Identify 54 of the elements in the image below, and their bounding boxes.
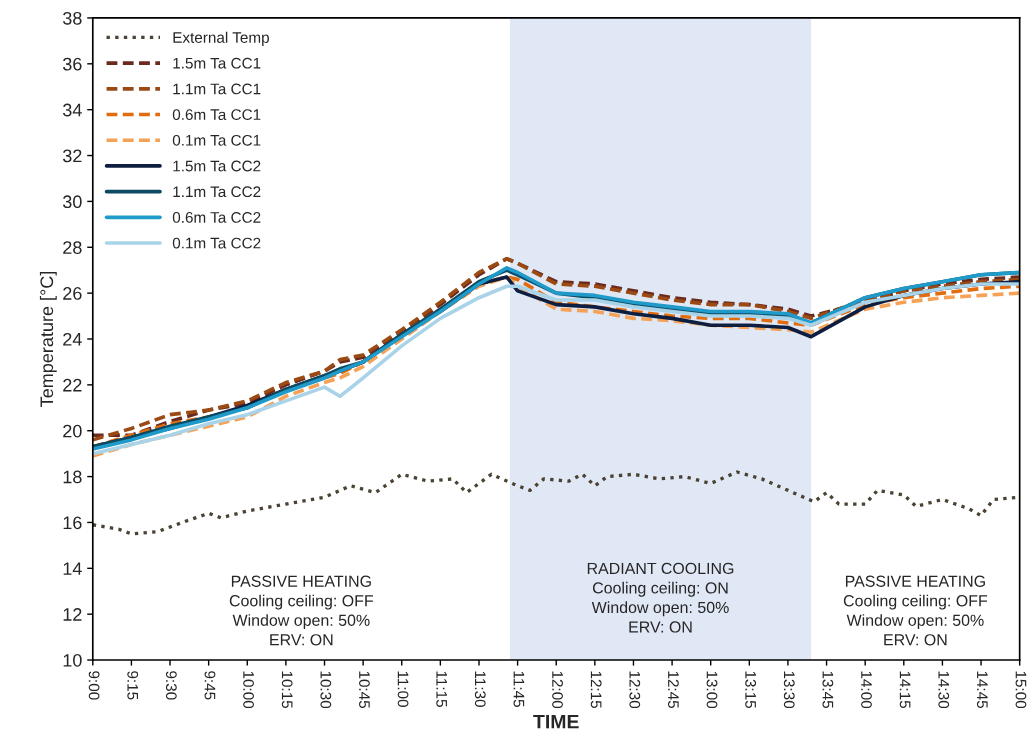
x-tick-label: 11:15 <box>436 671 447 707</box>
x-tick-label: 13:45 <box>822 671 834 709</box>
legend-label: 1.1m Ta CC1 <box>173 83 261 95</box>
x-tick-label: 15:00 <box>1015 671 1027 709</box>
annotation: RADIANT COOLING Cooling ceiling: ON Window open: 50% ERV: ON <box>587 562 734 633</box>
y-tick-label: 26 <box>63 287 82 300</box>
legend-label: 1.5m Ta CC1 <box>173 57 261 69</box>
y-tick-label: 12 <box>63 608 82 621</box>
y-tick-label: 18 <box>63 470 82 484</box>
y-tick-label: 32 <box>62 149 82 163</box>
y-tick-label: 10 <box>63 653 82 667</box>
x-tick-label: 9:45 <box>204 671 216 700</box>
annotation: PASSIVE HEATING Cooling ceiling: OFF Window open: 50% ERV: ON <box>843 575 988 646</box>
x-tick-label: 14:45 <box>976 671 988 709</box>
legend-label: 0.1m Ta CC2 <box>172 237 261 249</box>
y-tick-label: 30 <box>62 195 82 209</box>
x-tick-label: 11:30 <box>474 671 486 707</box>
y-axis-title: Temperature [°C] <box>39 271 57 407</box>
y-tick-label: 28 <box>63 241 82 254</box>
x-tick-label: 13:30 <box>783 671 795 709</box>
legend-label: 1.5m Ta CC2 <box>173 160 261 172</box>
legend-label: 0.1m Ta CC1 <box>172 134 261 146</box>
x-tick-label: 10:45 <box>359 671 370 709</box>
y-tick-label: 22 <box>63 378 82 392</box>
x-axis-title: TIME <box>533 714 579 729</box>
x-tick-label: 10:30 <box>320 671 332 709</box>
x-tick-label: 12:00 <box>552 671 563 709</box>
legend-label: 0.6m Ta CC2 <box>172 212 261 223</box>
y-tick-label: 20 <box>63 424 82 438</box>
x-tick-label: 13:15 <box>745 671 757 709</box>
y-tick-label: 34 <box>62 103 82 117</box>
x-tick-label: 9:15 <box>127 671 139 700</box>
legend-label: 0.6m Ta CC1 <box>172 109 261 121</box>
x-tick-label: 10:15 <box>281 671 293 709</box>
x-tick-label: 9:30 <box>165 671 177 700</box>
y-tick-label: 16 <box>63 516 82 530</box>
x-tick-label: 12:45 <box>667 671 679 709</box>
y-tick-label: 36 <box>62 57 82 71</box>
x-tick-label: 11:45 <box>513 671 525 707</box>
legend-label: 1.1m Ta CC2 <box>173 186 261 198</box>
y-tick-label: 38 <box>62 11 82 25</box>
x-tick-label: 14:00 <box>861 671 872 709</box>
x-tick-label: 12:30 <box>629 671 641 709</box>
annotation: PASSIVE HEATING Cooling ceiling: OFF Window open: 50% ERV: ON <box>229 575 374 646</box>
x-tick-label: 14:30 <box>938 671 950 709</box>
x-tick-label: 11:00 <box>397 671 409 707</box>
x-tick-label: 12:15 <box>590 671 602 709</box>
x-tick-label: 13:00 <box>706 671 718 709</box>
x-tick-label: 10:00 <box>243 671 254 709</box>
x-tick-label: 14:15 <box>899 671 911 709</box>
x-tick-label: 9:00 <box>88 671 100 700</box>
y-tick-label: 24 <box>63 332 82 346</box>
legend-label: External Temp <box>173 31 269 46</box>
y-tick-label: 14 <box>63 562 82 575</box>
